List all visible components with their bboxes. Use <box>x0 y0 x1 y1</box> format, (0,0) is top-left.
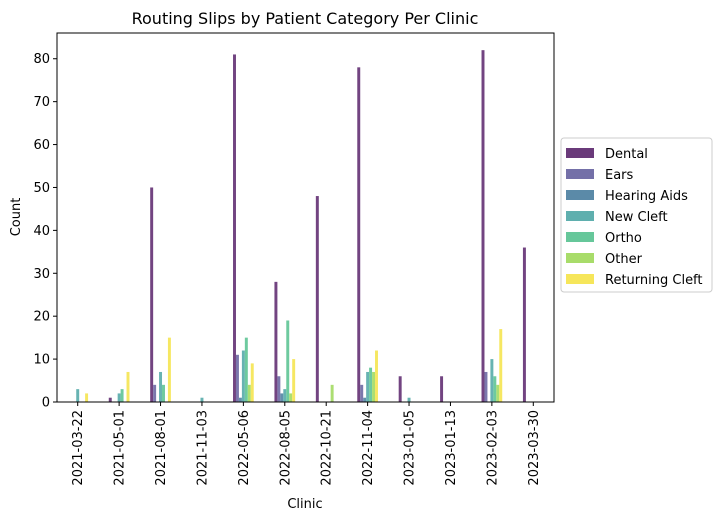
legend-swatch <box>566 148 594 158</box>
x-tick-label: 2021-05-01 <box>113 410 128 486</box>
legend-label: Ears <box>605 168 634 183</box>
y-tick-label: 80 <box>33 52 50 67</box>
y-tick-label: 20 <box>33 310 50 325</box>
bar <box>481 50 485 402</box>
legend-label: Ortho <box>605 231 642 246</box>
x-tick-label: 2021-08-01 <box>154 410 169 486</box>
bar <box>280 393 284 402</box>
legend-label: Returning Cleft <box>605 273 703 288</box>
bar <box>286 320 290 402</box>
y-tick-label: 40 <box>33 224 50 239</box>
legend-swatch <box>566 253 594 263</box>
bar <box>153 384 157 402</box>
x-tick-label: 2022-08-05 <box>278 410 293 486</box>
legend-label: Other <box>605 252 643 267</box>
y-tick-label: 30 <box>33 267 50 282</box>
bar <box>200 397 204 402</box>
y-tick-label: 0 <box>42 396 50 411</box>
plot-frame <box>56 32 555 403</box>
bar <box>244 337 248 402</box>
bar <box>496 384 500 402</box>
y-tick-label: 50 <box>33 181 50 196</box>
bar <box>85 393 89 402</box>
bar <box>522 247 526 402</box>
y-tick-label: 70 <box>33 95 50 110</box>
bar <box>277 376 281 402</box>
bar <box>366 371 370 402</box>
y-axis: 0 10 20 30 40 50 60 70 80 <box>33 52 57 411</box>
bar <box>238 397 242 402</box>
bar <box>283 389 287 402</box>
x-tick-label: 2023-01-05 <box>403 410 418 486</box>
x-axis: 2021-03-22 2021-05-01 2021-08-01 2021-11-03… <box>71 402 542 486</box>
bars-group <box>76 50 526 402</box>
bar <box>490 359 494 402</box>
x-tick-label: 2021-03-22 <box>71 410 86 486</box>
bar <box>162 384 165 402</box>
chart-title: Routing Slips by Patient Category Per Cl… <box>132 9 479 28</box>
bar <box>117 393 121 402</box>
x-tick-label: 2023-02-03 <box>485 410 500 486</box>
bar <box>159 371 163 402</box>
bar <box>233 54 236 402</box>
bar <box>440 376 444 402</box>
x-axis-title: Clinic <box>287 497 322 512</box>
legend-swatch <box>566 274 594 284</box>
bar <box>126 371 130 402</box>
legend-swatch <box>566 190 594 200</box>
bar <box>330 384 334 402</box>
bar <box>375 350 378 402</box>
legend-swatch <box>566 211 594 221</box>
bar <box>235 354 239 402</box>
legend-label: Dental <box>605 147 648 162</box>
x-tick-label: 2023-01-13 <box>444 410 459 486</box>
legend: Dental Ears Hearing Aids New Cleft Ortho Othe… <box>560 137 713 293</box>
bar <box>250 363 254 402</box>
bar <box>76 389 80 402</box>
legend-label: New Cleft <box>605 210 668 225</box>
bar <box>360 384 364 402</box>
bar <box>289 393 293 402</box>
bar <box>315 196 319 402</box>
x-tick-label: 2022-10-21 <box>320 410 335 486</box>
x-tick-label: 2022-11-04 <box>361 410 376 486</box>
bar <box>398 376 402 402</box>
x-tick-label: 2023-03-30 <box>527 410 542 486</box>
bar <box>167 337 171 402</box>
bar <box>493 376 497 402</box>
legend-swatch <box>566 169 594 179</box>
bar <box>499 329 503 402</box>
bar <box>247 384 251 402</box>
bar <box>241 350 245 402</box>
legend-swatch <box>566 232 594 242</box>
bar <box>484 371 488 402</box>
x-tick-label: 2022-05-06 <box>237 410 252 486</box>
bar <box>372 371 376 402</box>
x-tick-label: 2021-11-03 <box>195 410 210 486</box>
bar <box>274 281 278 402</box>
bar <box>292 359 296 402</box>
legend-frame <box>560 137 713 293</box>
bar <box>150 187 154 402</box>
y-tick-label: 60 <box>33 138 50 153</box>
bar <box>369 367 373 402</box>
bar <box>357 67 361 402</box>
bar <box>120 389 124 402</box>
legend-label: Hearing Aids <box>605 189 688 204</box>
bar <box>407 397 411 402</box>
bar <box>108 397 112 402</box>
y-tick-label: 10 <box>33 353 50 368</box>
y-axis-title: Count <box>9 198 24 237</box>
bar <box>363 397 367 402</box>
